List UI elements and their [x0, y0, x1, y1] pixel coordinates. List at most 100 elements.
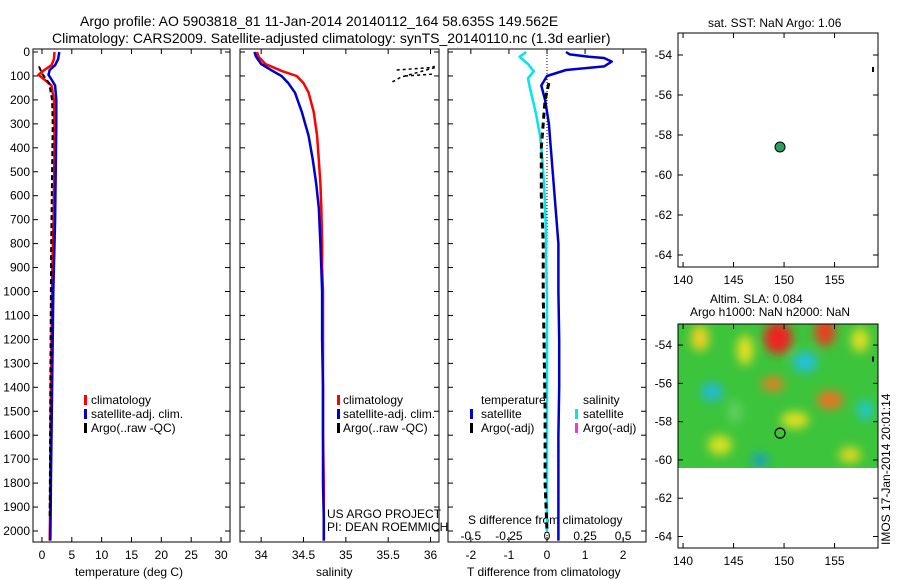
y-tick-label: 1100	[4, 308, 30, 322]
y-tick-label: 1200	[3, 332, 30, 346]
y-tick-label: 800	[10, 237, 30, 251]
y-tick-label: 400	[10, 141, 30, 155]
y-tick-label: -64	[655, 248, 673, 262]
heatmap-blob	[815, 324, 835, 346]
legend-label-satellite: satellite-adj. clim.	[91, 407, 183, 421]
x-tick-label: 0	[544, 548, 551, 562]
t-argo-line	[539, 82, 551, 532]
x-tick-label: 2	[620, 548, 627, 562]
imos-timestamp-label: IMOS 17-Jan-2014 20:01:14	[879, 393, 893, 545]
altimetry-heatmap	[678, 324, 878, 468]
y-tick-label: 1500	[3, 404, 30, 418]
s-satellite-line	[518, 50, 549, 531]
y-tick-label: -62	[655, 491, 673, 505]
x-tick-label: 150	[774, 273, 794, 287]
legend-label-satellite: satellite-adj. clim.	[343, 407, 435, 421]
argo-line	[38, 66, 54, 520]
x-tick-label: 155	[825, 554, 845, 568]
difference-xlabel: T difference from climatology	[467, 565, 621, 579]
heatmap-blob	[817, 391, 843, 409]
altimetry-map-axes: Altim. SLA: 0.084 Argo h1000: NaN h2000:…	[677, 292, 893, 549]
legend-swatch-satellite	[84, 409, 87, 419]
x-tick-label-salinity: 0.25	[573, 529, 597, 543]
y-tick-label: 1000	[3, 285, 30, 299]
heatmap-blob	[708, 435, 732, 455]
legend-label-t-argo: Argo(-adj)	[481, 421, 534, 435]
heatmap-blob	[764, 324, 792, 354]
legend-swatch-t-satellite	[470, 409, 473, 419]
climatology-line	[255, 51, 326, 541]
y-tick-label: 200	[10, 93, 30, 107]
legend-label-argo: Argo(..raw -QC)	[343, 421, 428, 435]
altimetry-map-title2: Argo h1000: NaN h2000: NaN	[690, 305, 850, 319]
x-tick-label: 36	[424, 548, 438, 562]
x-tick-label: 5	[68, 548, 75, 562]
y-tick-label: -56	[655, 376, 673, 390]
x-tick-label: -2	[466, 548, 477, 562]
chart-marks: 0100200300400500600700800900100011001200…	[3, 33, 878, 568]
x-tick-label: -1	[504, 548, 515, 562]
y-tick-label: -60	[655, 168, 673, 182]
y-tick-label: -56	[655, 88, 673, 102]
argo-line	[405, 73, 435, 77]
location-map-axes: sat. SST: NaN Argo: 1.06	[677, 16, 879, 268]
salinity-legend: climatology satellite-adj. clim. Argo(..…	[327, 393, 448, 534]
heatmap-blob	[851, 328, 869, 352]
legend-label-s-argo: Argo(-adj)	[583, 421, 636, 435]
y-tick-label: -54	[655, 48, 673, 62]
satellite-line	[47, 51, 61, 541]
x-tick-label-salinity: 0.5	[615, 529, 632, 543]
legend-swatch-argo	[337, 423, 340, 433]
legend-label-climatology: climatology	[91, 393, 151, 407]
x-tick-label: 140	[673, 273, 693, 287]
y-tick-label: 1800	[3, 476, 30, 490]
x-tick-label: 30	[214, 548, 228, 562]
x-tick-label: 35	[339, 548, 353, 562]
y-tick-label: 2000	[3, 524, 30, 538]
x-tick-label: 0	[39, 548, 46, 562]
y-tick-label: 0	[23, 45, 30, 59]
temperature-xlabel: temperature (deg C)	[75, 565, 183, 579]
argo-line	[392, 66, 436, 83]
y-tick-label: -58	[655, 128, 673, 142]
altimetry-map-frame	[677, 323, 879, 549]
legend-label-t-satellite: satellite	[481, 407, 522, 421]
temperature-legend: climatology satellite-adj. clim. Argo(..…	[84, 393, 183, 435]
figure-title-line1: Argo profile: AO 5903818_81 11-Jan-2014 …	[80, 13, 558, 29]
salinity-axes	[239, 48, 440, 543]
x-tick-label: 145	[724, 273, 744, 287]
legend-swatch-s-satellite	[575, 409, 578, 419]
legend-swatch-argo	[84, 423, 87, 433]
heatmap-blob	[737, 335, 753, 365]
heatmap-blob	[781, 412, 809, 428]
heatmap-blob	[728, 400, 742, 424]
x-tick-label: 20	[155, 548, 169, 562]
argo-location-marker	[774, 427, 786, 439]
x-tick-label: 145	[724, 554, 744, 568]
project-annotation: US ARGO PROJECT	[327, 507, 442, 521]
x-tick-label: 15	[125, 548, 139, 562]
location-map-title: sat. SST: NaN Argo: 1.06	[708, 16, 842, 30]
salinity-xlabel: salinity	[316, 565, 353, 579]
legend-swatch-climatology	[84, 395, 87, 405]
y-tick-label: 300	[10, 117, 30, 131]
x-tick-label: 140	[673, 554, 693, 568]
x-tick-label: 35.5	[377, 548, 401, 562]
difference-xlabel-top: S difference from climatology	[468, 513, 623, 527]
x-tick-label: 10	[95, 548, 109, 562]
y-tick-label: 700	[10, 213, 30, 227]
coast-mark	[872, 356, 874, 362]
t-satellite-line	[540, 50, 613, 541]
altimetry-map-title1: Altim. SLA: 0.084	[710, 292, 803, 306]
y-tick-label: -58	[655, 415, 673, 429]
legend-swatch-t-argo	[470, 423, 473, 433]
x-tick-label: 34	[254, 548, 268, 562]
x-tick-label-salinity: 0	[544, 529, 551, 543]
y-tick-label: 100	[10, 69, 30, 83]
y-tick-label: -60	[655, 453, 673, 467]
temperature-frame	[32, 48, 231, 543]
x-tick-label: 25	[185, 548, 199, 562]
legend-title-temperature: temperature	[481, 393, 546, 407]
x-tick-label: 34.5	[292, 548, 316, 562]
